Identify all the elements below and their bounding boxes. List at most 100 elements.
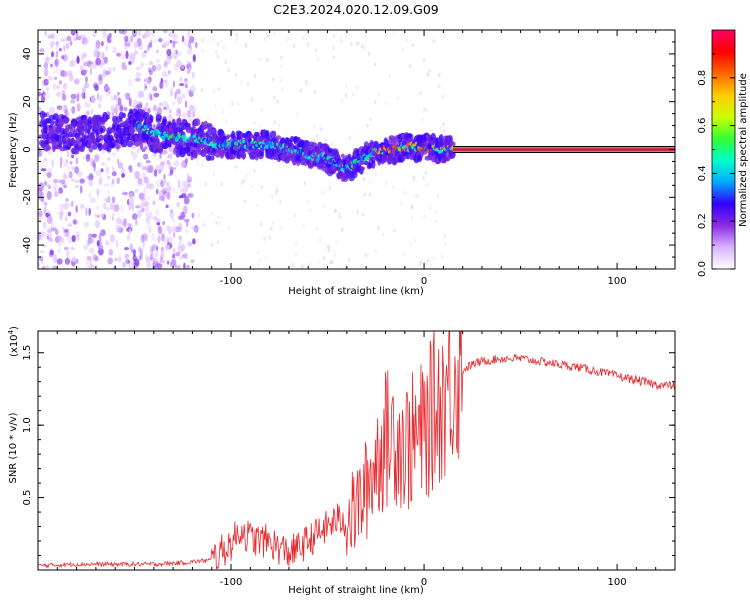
heatmap-cell	[355, 85, 358, 90]
heatmap-cell	[241, 150, 247, 160]
heatmap-cell	[419, 91, 422, 96]
heatmap-cell	[392, 185, 395, 190]
heatmap-cell	[197, 212, 201, 217]
heatmap-cell	[412, 42, 415, 47]
heatmap-cell	[140, 207, 145, 213]
heatmap-cell	[158, 169, 162, 175]
heatmap-cell	[99, 213, 104, 218]
heatmap-cell	[75, 205, 78, 213]
heatmap-cell	[305, 81, 309, 86]
heatmap-cell	[138, 246, 141, 253]
heatmap-cell	[356, 41, 360, 46]
heatmap-cell	[146, 206, 151, 212]
heatmap-cell	[190, 156, 194, 161]
heatmap-cell	[119, 105, 124, 112]
heatmap-cell	[85, 175, 90, 180]
heatmap-cell	[56, 85, 61, 90]
heatmap-cell	[160, 161, 166, 166]
heatmap-cell	[332, 55, 335, 60]
colorbar-tick-label: 0.0	[697, 261, 708, 277]
heatmap-cell	[111, 212, 115, 218]
heatmap-cell	[243, 178, 246, 183]
heatmap-cell	[215, 221, 218, 225]
heatmap-cell	[38, 182, 44, 191]
heatmap-cell	[87, 174, 91, 181]
heatmap-cell	[170, 258, 177, 267]
heatmap-cell	[188, 242, 193, 248]
heatmap-cell	[384, 181, 388, 186]
heatmap-cell	[167, 70, 171, 75]
heatmap-cell	[46, 215, 53, 225]
spectrogram-ytick-label: 20	[22, 95, 33, 108]
heatmap-cell	[133, 41, 139, 48]
heatmap-cell	[268, 235, 272, 240]
heatmap-cell	[127, 222, 131, 229]
heatmap-cell	[367, 51, 371, 56]
heatmap-cell	[139, 248, 144, 253]
heatmap-cell	[149, 70, 153, 75]
heatmap-cell	[237, 101, 240, 106]
heatmap-cell	[67, 165, 70, 172]
heatmap-cell	[169, 169, 174, 176]
heatmap-cell	[312, 124, 316, 129]
heatmap-cell	[46, 171, 52, 178]
heatmap-cell	[108, 32, 112, 38]
heatmap-cell	[59, 210, 64, 217]
heatmap-cell	[46, 87, 50, 91]
heatmap-cell	[88, 263, 94, 269]
heatmap-cell	[163, 30, 168, 34]
heatmap-cell	[38, 234, 41, 241]
heatmap-cell	[361, 212, 365, 217]
heatmap-cell	[117, 227, 122, 233]
heatmap-cell	[332, 46, 335, 51]
heatmap-cell	[38, 146, 41, 155]
heatmap-cell	[76, 93, 80, 102]
heatmap-cell	[302, 223, 305, 228]
heatmap-cell	[94, 44, 101, 49]
heatmap-cell	[185, 158, 188, 164]
heatmap-cell	[55, 65, 59, 74]
heatmap-cell	[200, 88, 204, 93]
heatmap-cell	[40, 250, 45, 253]
heatmap-cell	[331, 260, 334, 264]
heatmap-cell	[149, 115, 154, 122]
heatmap-cell	[185, 228, 189, 234]
heatmap-cell	[79, 185, 83, 194]
heatmap-cell	[129, 243, 134, 251]
heatmap-cell	[438, 73, 441, 77]
heatmap-cell	[181, 93, 186, 99]
spectrogram-ticks: -100 0 100 -40 -20 0 20 40	[22, 30, 676, 287]
heatmap-cell	[102, 30, 108, 39]
heatmap-cell	[98, 175, 104, 183]
heatmap-cell	[163, 178, 166, 185]
heatmap-cell	[43, 125, 48, 134]
heatmap-cell	[424, 170, 427, 175]
heatmap-cell	[71, 106, 76, 115]
heatmap-cell	[267, 34, 270, 39]
heatmap-cell	[71, 154, 75, 159]
heatmap-cell	[171, 225, 177, 234]
heatmap-cell	[58, 80, 63, 85]
heatmap-cell	[158, 190, 165, 199]
heatmap-cell	[43, 94, 46, 98]
heatmap-cell	[61, 93, 67, 101]
heatmap-cell	[139, 142, 144, 151]
heatmap-cell	[172, 232, 176, 238]
heatmap-cell	[153, 92, 160, 98]
heatmap-cell	[38, 91, 41, 97]
heatmap-cell	[130, 56, 135, 62]
heatmap-cell	[256, 250, 260, 255]
heatmap-cell	[178, 195, 184, 199]
heatmap-cell	[41, 266, 46, 269]
heatmap-cell	[436, 194, 440, 199]
heatmap-cell	[48, 238, 54, 242]
heatmap-cell	[158, 38, 163, 43]
heatmap-cell	[328, 245, 331, 250]
heatmap-cell	[142, 207, 145, 213]
spectrogram-xtick-label: 0	[421, 276, 427, 287]
heatmap-cell	[109, 234, 116, 243]
heatmap-cell	[255, 203, 258, 208]
heatmap-cell	[110, 96, 114, 101]
heatmap-cell	[90, 174, 94, 180]
heatmap-cell	[313, 90, 317, 94]
